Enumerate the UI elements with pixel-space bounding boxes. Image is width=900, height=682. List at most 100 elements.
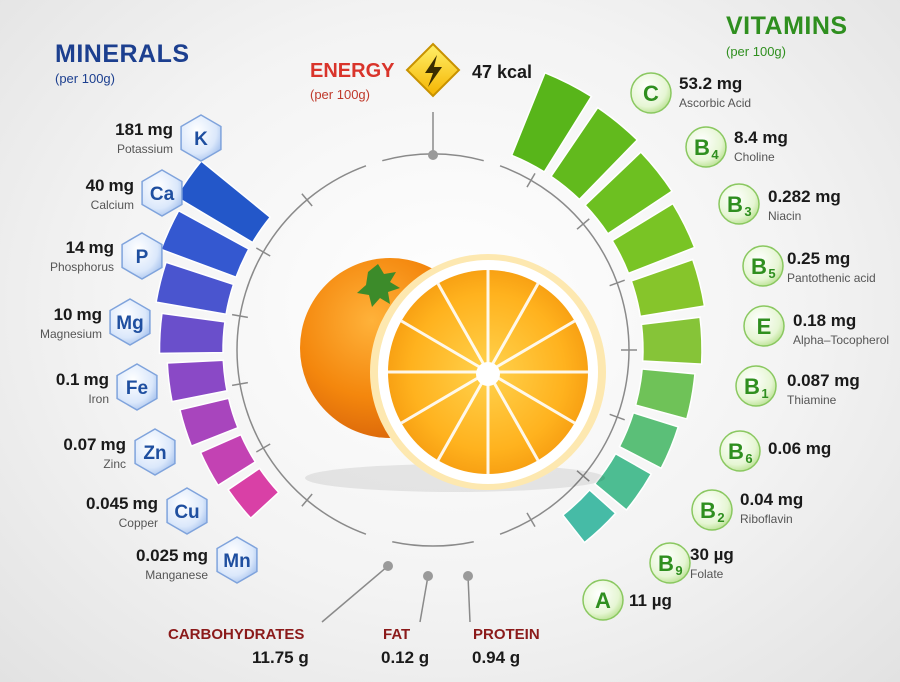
vitamin-badge-b4 xyxy=(685,126,727,168)
vitamin-letter-b1: B xyxy=(744,374,760,399)
vitamin-name: Alpha–Tocopherol xyxy=(793,333,890,347)
mineral-bar-ca xyxy=(160,209,250,279)
vitamin-bar-b4 xyxy=(549,106,639,201)
mineral-amount-number: 0.045 xyxy=(85,494,129,513)
mineral-amount-unit: mg xyxy=(83,370,110,389)
vitamin-letter-b5: B xyxy=(751,254,767,279)
mineral-badge-ca xyxy=(141,169,183,217)
mineral-name: Copper xyxy=(118,516,158,530)
fat-label: FAT xyxy=(383,626,411,643)
vitamin-amount: 0.25 mg xyxy=(787,249,851,268)
left-guide-arc xyxy=(236,165,367,535)
mineral-amount: 0.1 mg xyxy=(56,370,109,390)
bottom-guide-arc xyxy=(392,540,474,547)
mineral-amount-unit: mg xyxy=(88,238,115,257)
mineral-symbol-fe: Fe xyxy=(126,378,148,399)
mineral-amount-unit: mg xyxy=(108,176,135,195)
macro-connector xyxy=(419,575,429,623)
mineral-amount: 0.07 mg xyxy=(63,435,126,455)
protein-label: PROTEIN xyxy=(473,626,540,643)
macro-dot xyxy=(423,571,433,581)
orange-stem-leaf xyxy=(357,264,400,307)
vitamin-amount: 8.4 mg xyxy=(734,128,788,147)
energy-value: 47 kcal xyxy=(472,62,533,82)
mineral-amount-number: 181 xyxy=(115,120,144,139)
mineral-amount-unit: mg xyxy=(182,546,209,565)
mineral-name: Calcium xyxy=(90,198,134,212)
vitamin-letter-a: A xyxy=(595,588,611,613)
mineral-bar-p xyxy=(155,261,235,316)
vitamin-subscript-b5: 5 xyxy=(768,266,775,281)
mineral-amount-unit: mg xyxy=(147,120,174,139)
lightning-bolt-glyph xyxy=(425,55,442,87)
mineral-badge-mn xyxy=(216,536,258,584)
vitamin-name: Niacin xyxy=(768,209,802,223)
orange-segment-line xyxy=(486,371,540,462)
carbohydrates-label: CARBOHYDRATES xyxy=(168,626,305,643)
mineral-name: Iron xyxy=(88,392,109,406)
mineral-amount-unit: mg xyxy=(76,305,103,324)
vitamin-bar-b9 xyxy=(593,452,653,512)
guide-tick xyxy=(255,247,271,257)
vitamin-bar-e xyxy=(630,258,706,318)
vitamin-amount: 0.087 mg xyxy=(787,371,860,390)
vitamin-name: Choline xyxy=(734,150,775,164)
vitamin-letter-e: E xyxy=(757,314,772,339)
vitamin-name: Ascorbic Acid xyxy=(679,96,752,110)
vitamin-bar-b2 xyxy=(618,411,680,470)
mineral-bar-zn xyxy=(179,397,239,448)
orange-segment-line xyxy=(400,319,489,374)
mineral-badge-cu xyxy=(166,487,208,535)
mineral-symbol-p: P xyxy=(136,247,149,268)
mineral-symbol-zn: Zn xyxy=(143,443,166,464)
vitamin-amount: 0.282 mg xyxy=(768,187,841,206)
vitamin-bar-c xyxy=(510,71,593,173)
vitamin-badge-b1 xyxy=(735,365,777,407)
guide-tick xyxy=(255,443,271,453)
orange-segment-line xyxy=(436,371,490,462)
vitamin-name: Folate xyxy=(690,567,724,581)
vitamin-bar-a xyxy=(561,488,617,544)
vitamin-bar-b6 xyxy=(634,368,696,420)
energy-title: ENERGY xyxy=(310,60,395,82)
mineral-badge-p xyxy=(121,232,163,280)
orange-segment-line xyxy=(487,370,576,425)
guide-tick xyxy=(576,470,590,482)
energy-subtitle: (per 100g) xyxy=(310,87,370,102)
mineral-amount: 40 mg xyxy=(86,176,134,196)
orange-segment-line xyxy=(436,282,490,373)
orange-segment-line xyxy=(400,370,489,425)
mineral-amount-unit: mg xyxy=(100,435,127,454)
guide-tick xyxy=(231,381,248,387)
orange-core xyxy=(476,362,500,386)
minerals-title: MINERALS xyxy=(55,40,190,68)
vitamin-amount: 30 µg xyxy=(690,545,734,564)
vitamin-badge-b5 xyxy=(742,245,784,287)
vitamin-letter-c: C xyxy=(643,81,659,106)
mineral-amount-number: 0.07 xyxy=(63,435,97,454)
orange-segment-line xyxy=(486,282,540,373)
vitamins-title: VITAMINS xyxy=(726,12,848,40)
vitamin-name: Riboflavin xyxy=(740,512,793,526)
vitamin-letter-b3: B xyxy=(727,192,743,217)
mineral-badge-zn xyxy=(134,428,176,476)
mineral-symbol-k: K xyxy=(194,129,208,150)
vitamin-name: Pantothenic acid xyxy=(787,271,876,285)
guide-tick xyxy=(526,512,536,528)
vitamin-bar-b1 xyxy=(640,316,703,365)
vitamin-amount: 0.18 mg xyxy=(793,311,857,330)
vitamin-name: Thiamine xyxy=(787,393,837,407)
mineral-name: Magnesium xyxy=(39,327,102,341)
mineral-amount-number: 0.025 xyxy=(135,546,179,565)
vitamin-subscript-b6: 6 xyxy=(745,451,752,466)
mineral-symbol-cu: Cu xyxy=(174,502,199,523)
mineral-amount: 10 mg xyxy=(54,305,102,325)
vitamin-amount: 0.06 mg xyxy=(768,439,832,458)
mineral-bar-mg xyxy=(158,312,226,355)
vitamin-subscript-b1: 1 xyxy=(761,386,768,401)
vitamin-badge-a xyxy=(582,579,624,621)
macro-connector xyxy=(321,565,389,623)
carbohydrates-value: 11.75 g xyxy=(252,648,309,667)
mineral-amount-number: 14 xyxy=(65,238,85,257)
